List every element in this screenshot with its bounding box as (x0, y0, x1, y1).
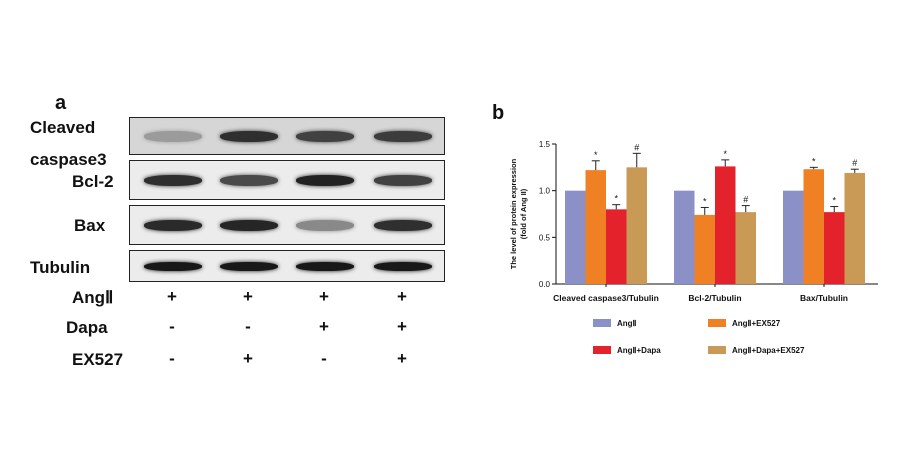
protein-band (296, 174, 354, 186)
protein-band (220, 219, 278, 231)
protein-band (144, 130, 202, 142)
treatment-sign: + (397, 349, 407, 368)
panel-b-label: b (492, 102, 505, 124)
y-tick-label: 0.5 (539, 233, 551, 242)
bar (565, 190, 586, 284)
x-tick-label: Bcl-2/Tubulin (688, 293, 741, 303)
bar (783, 190, 804, 284)
legend-label: AngⅡ (617, 319, 637, 328)
blot-strip (129, 250, 445, 282)
significance-mark: * (594, 150, 598, 160)
protein-band (296, 219, 354, 231)
significance-mark: # (852, 158, 857, 168)
significance-mark: * (812, 156, 816, 166)
bar (585, 170, 606, 284)
bar (803, 169, 824, 284)
blot-row-label: caspase3 (30, 150, 107, 169)
treatment-sign: + (243, 349, 253, 368)
treatment-label: EX527 (72, 350, 124, 369)
y-tick-label: 1.5 (539, 140, 551, 149)
protein-band (374, 174, 432, 186)
protein-band (220, 261, 278, 271)
treatment-label: Dapa (66, 318, 108, 337)
bar (606, 209, 627, 284)
bar (735, 212, 756, 284)
y-tick-label: 0.0 (539, 280, 551, 289)
protein-band (220, 130, 278, 142)
treatment-sign: + (319, 317, 329, 336)
treatment-sign: - (245, 317, 251, 336)
blot-row-label: Bax (74, 216, 106, 235)
legend-swatch (708, 346, 726, 354)
treatment-sign: + (243, 287, 253, 306)
y-axis-label: (fold of Ang II) (519, 188, 528, 239)
y-axis-label: The level of protein expression (509, 158, 518, 269)
blot-strip (129, 160, 445, 200)
protein-band (144, 219, 202, 231)
bar (694, 214, 715, 284)
bar (844, 172, 865, 284)
significance-mark: * (723, 149, 727, 159)
treatment-sign: + (319, 287, 329, 306)
legend-label: AngⅡ+EX527 (732, 319, 781, 328)
protein-band (374, 130, 432, 142)
protein-band (374, 219, 432, 231)
bar (715, 166, 736, 284)
treatment-sign: - (169, 349, 175, 368)
protein-band (296, 130, 354, 142)
bar (824, 212, 845, 284)
protein-band (220, 174, 278, 186)
treatment-sign: + (397, 317, 407, 336)
legend-swatch (593, 319, 611, 327)
treatment-sign: - (321, 349, 327, 368)
significance-mark: * (614, 194, 618, 204)
protein-band (144, 174, 202, 186)
treatment-sign: + (167, 287, 177, 306)
treatment-sign: + (397, 287, 407, 306)
bar (626, 167, 647, 284)
y-tick-label: 1.0 (539, 187, 551, 196)
blot-row-label: Tubulin (30, 258, 91, 277)
legend-swatch (593, 346, 611, 354)
protein-band (296, 261, 354, 271)
significance-mark: * (832, 196, 836, 206)
x-tick-label: Bax/Tubulin (800, 293, 848, 303)
blot-strip (129, 205, 445, 245)
protein-band (144, 261, 202, 271)
significance-mark: # (743, 195, 748, 205)
blot-strip (129, 117, 445, 155)
x-tick-label: Cleaved caspase3/Tubulin (553, 293, 659, 303)
blot-row-label: Cleaved (30, 118, 96, 137)
treatment-sign: - (169, 317, 175, 336)
significance-mark: * (703, 196, 707, 206)
significance-mark: # (634, 142, 639, 152)
panel-a-label: a (55, 92, 67, 114)
treatment-label: AngⅡ (72, 288, 114, 307)
blot-row-label: Bcl-2 (72, 172, 114, 191)
protein-band (374, 261, 432, 271)
legend-swatch (708, 319, 726, 327)
bar (674, 190, 695, 284)
legend-label: AngⅡ+Dapa (617, 346, 661, 355)
legend-label: AngⅡ+Dapa+EX527 (732, 346, 805, 355)
